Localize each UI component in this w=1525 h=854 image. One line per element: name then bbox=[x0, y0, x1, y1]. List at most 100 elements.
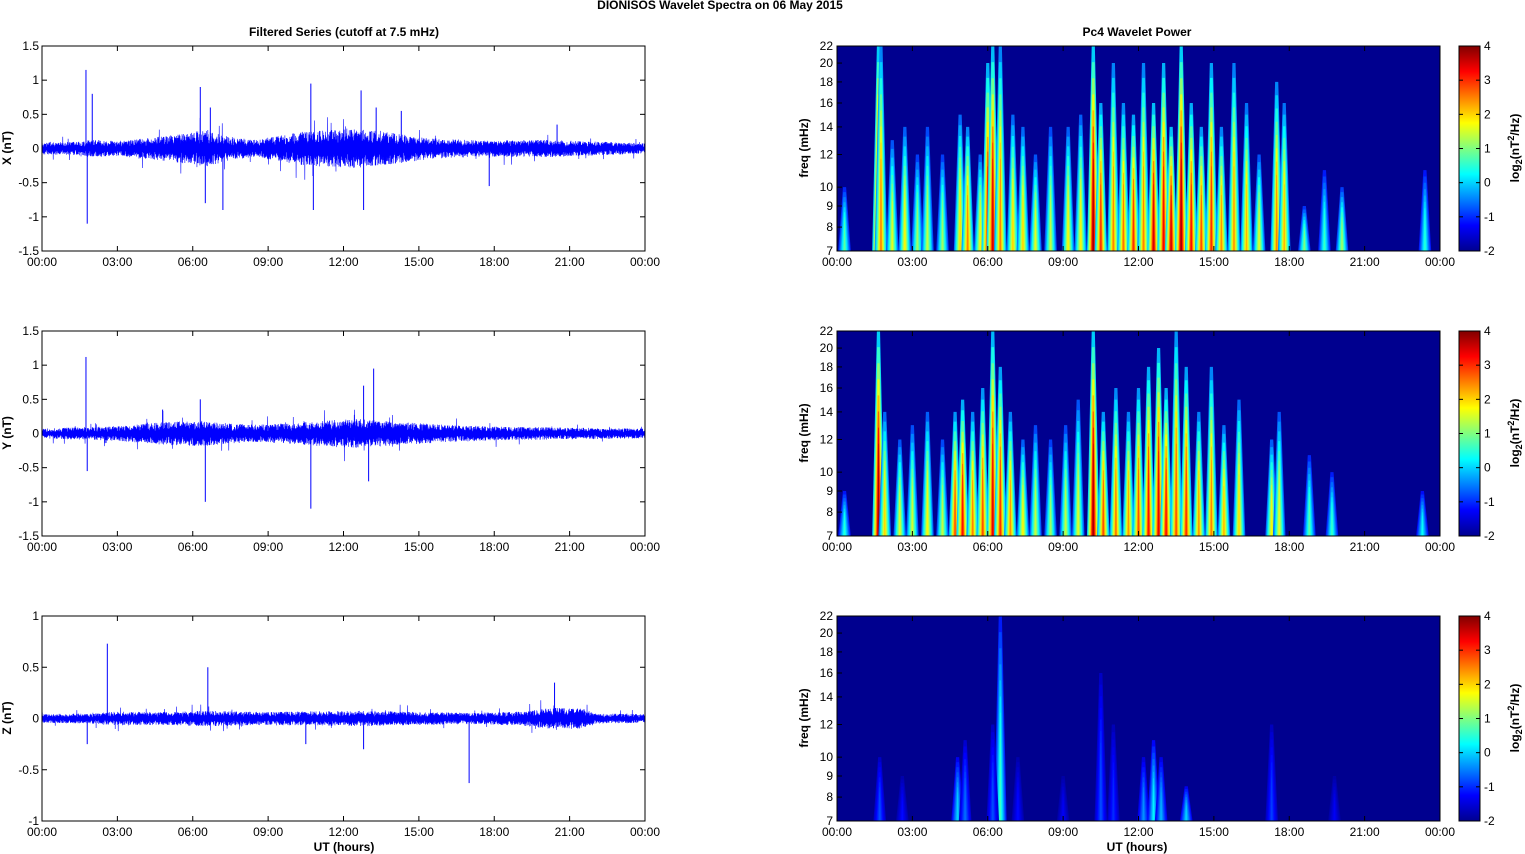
y-wavelet-event bbox=[1175, 443, 1177, 536]
y-wavelet-event bbox=[1223, 486, 1225, 536]
y-wavelet-xtick-label: 15:00 bbox=[1199, 540, 1229, 554]
z-wavelet-y-ticks: 7 8 9 10 12 14 16 18 20 22 bbox=[820, 609, 842, 828]
y-wavelet-event bbox=[1278, 480, 1280, 536]
y-wavelet-event bbox=[1049, 492, 1052, 536]
x-wavelet-event bbox=[1180, 158, 1183, 251]
x-wavelet-event bbox=[1303, 230, 1306, 251]
y-series-xtick-label: 03:00 bbox=[102, 540, 132, 554]
x-wavelet-event bbox=[1034, 207, 1037, 251]
y-wavelet-xtick-label: 00:00 bbox=[822, 540, 852, 554]
y-wavelet-event bbox=[1270, 492, 1273, 536]
z-wavelet-event bbox=[1333, 800, 1336, 821]
y-wavelet-y-ticks: 7 8 9 10 12 14 16 18 20 22 bbox=[820, 324, 842, 543]
y-series-xtick-label: 06:00 bbox=[178, 540, 208, 554]
z-series-xtick-label: 18:00 bbox=[479, 825, 509, 839]
x-series-trace bbox=[41, 117, 646, 180]
y-series-ytick-label: 1.5 bbox=[22, 324, 39, 338]
x-wavelet-event bbox=[1245, 184, 1248, 251]
y-wavelet-event bbox=[1238, 474, 1240, 536]
z-wavelet-event bbox=[901, 800, 904, 821]
z-wavelet-ytick-label: 20 bbox=[820, 626, 834, 640]
z-wavelet-event bbox=[1100, 754, 1102, 821]
y-wavelet-event bbox=[1022, 492, 1024, 536]
y-wavelet-ytick-label: 10 bbox=[820, 465, 834, 479]
x-series-line bbox=[41, 69, 646, 224]
x-wavelet-event bbox=[1323, 214, 1326, 251]
x-wavelet-xtick-label: 00:00 bbox=[822, 255, 852, 269]
z-series-xtick-label: 00:00 bbox=[630, 825, 660, 839]
x-series-panel: -1.5 -1 -0.5 0 0.5 1 1.5 00:00 03:00 06:00 09:00 1… bbox=[0, 39, 660, 269]
x-wavelet-event bbox=[880, 158, 882, 251]
z-wavelet-ytick-label: 8 bbox=[826, 790, 833, 804]
x-wavelet-event bbox=[1067, 195, 1069, 251]
y-wavelet-event bbox=[991, 443, 994, 536]
z-wavelet-cbar-label: 3 bbox=[1484, 643, 1491, 657]
z-wavelet-heatmap bbox=[873, 616, 1341, 821]
x-wavelet-event bbox=[1210, 166, 1213, 251]
x-wavelet-ylabel: freq (mHz) bbox=[797, 118, 811, 177]
x-series-ylabel: X (nT) bbox=[0, 131, 14, 165]
z-wavelet-event bbox=[1062, 800, 1064, 821]
z-wavelet-ytick-label: 7 bbox=[826, 814, 833, 828]
x-wavelet-event bbox=[1132, 189, 1135, 251]
z-series-xtick-label: 09:00 bbox=[253, 825, 283, 839]
x-wavelet-event bbox=[959, 189, 961, 251]
z-series-ytick-label: 0 bbox=[32, 712, 39, 726]
x-wavelet-event bbox=[1049, 195, 1052, 251]
y-wavelet-event bbox=[1331, 507, 1333, 536]
x-wavelet-ytick-label: 22 bbox=[820, 39, 834, 53]
y-wavelet-xtick-label: 03:00 bbox=[897, 540, 927, 554]
x-wavelet-x-ticks: 00:00 03:00 06:00 09:00 12:00 15:00 18:00 21:00… bbox=[822, 46, 1455, 269]
y-wavelet-event bbox=[1165, 469, 1167, 536]
z-wavelet-event bbox=[1112, 777, 1115, 821]
z-wavelet-event bbox=[1017, 792, 1019, 821]
y-wavelet-events bbox=[838, 331, 1429, 536]
z-series-xtick-label: 21:00 bbox=[555, 825, 585, 839]
y-wavelet-ytick-label: 16 bbox=[820, 381, 834, 395]
y-wavelet-event bbox=[1137, 469, 1140, 536]
y-wavelet-event bbox=[981, 469, 984, 536]
x-wavelet-event bbox=[1142, 166, 1145, 251]
z-wavelet-event bbox=[1185, 805, 1188, 821]
x-wavelet-event bbox=[1283, 184, 1286, 251]
y-wavelet-xtick-label: 12:00 bbox=[1123, 540, 1153, 554]
x-wavelet-event bbox=[1162, 166, 1165, 251]
z-wavelet-event bbox=[991, 777, 994, 821]
x-series-xtick-label: 15:00 bbox=[404, 255, 434, 269]
z-series-line bbox=[41, 643, 646, 784]
x-wavelet-cbar-label: -1 bbox=[1484, 210, 1495, 224]
y-series-ytick-label: 0 bbox=[32, 427, 39, 441]
z-wavelet-events bbox=[873, 616, 1341, 821]
x-wavelet-event bbox=[1424, 214, 1426, 251]
x-wavelet-ytick-label: 10 bbox=[820, 180, 834, 194]
y-series-panel: -1.5 -1 -0.5 0 0.5 1 1.5 00:00 03:00 06:00 09:00 1… bbox=[0, 324, 660, 554]
z-wavelet-ytick-label: 22 bbox=[820, 609, 834, 623]
z-wavelet-x-ticks: 00:00 03:00 06:00 09:00 12:00 15:00 18:00 21:00… bbox=[822, 616, 1455, 839]
x-wavelet-event bbox=[1200, 195, 1203, 251]
x-wavelet-event bbox=[843, 222, 846, 251]
y-wavelet-event bbox=[843, 515, 846, 536]
z-wavelet-colorbar-ticks: -2 -1 0 1 2 3 4 bbox=[1459, 609, 1495, 828]
z-wavelet-event bbox=[964, 784, 966, 821]
z-wavelet-colorbar-label: log2(nT2/Hz) bbox=[1506, 684, 1524, 753]
x-wavelet-ytick-label: 8 bbox=[826, 220, 833, 234]
y-wavelet-cbar-label: 1 bbox=[1484, 427, 1491, 441]
x-wavelet-event bbox=[1190, 184, 1193, 251]
x-wavelet-event bbox=[941, 207, 944, 251]
z-wavelet-xtick-label: 06:00 bbox=[973, 825, 1003, 839]
z-series-x-ticks: 00:00 03:00 06:00 09:00 12:00 15:00 18:00 21:00… bbox=[27, 616, 660, 839]
x-wavelet-event bbox=[1112, 166, 1115, 251]
x-wavelet-xtick-label: 03:00 bbox=[897, 255, 927, 269]
y-wavelet-ytick-label: 22 bbox=[820, 324, 834, 338]
y-series-ytick-label: 1 bbox=[32, 358, 39, 372]
z-wavelet-event bbox=[1152, 784, 1155, 821]
z-wavelet-ylabel: freq (mHz) bbox=[797, 688, 811, 747]
y-wavelet-ytick-label: 12 bbox=[820, 433, 834, 447]
x-wavelet-colorbar-label: log2(nT2/Hz) bbox=[1506, 114, 1524, 183]
y-wavelet-event bbox=[1102, 480, 1105, 536]
z-wavelet-cbar-label: -1 bbox=[1484, 780, 1495, 794]
x-wavelet-event bbox=[999, 158, 1002, 251]
z-wavelet-xtick-label: 18:00 bbox=[1274, 825, 1304, 839]
x-wavelet-colorbar-ticks: -2 -1 0 1 2 3 4 bbox=[1459, 39, 1495, 258]
